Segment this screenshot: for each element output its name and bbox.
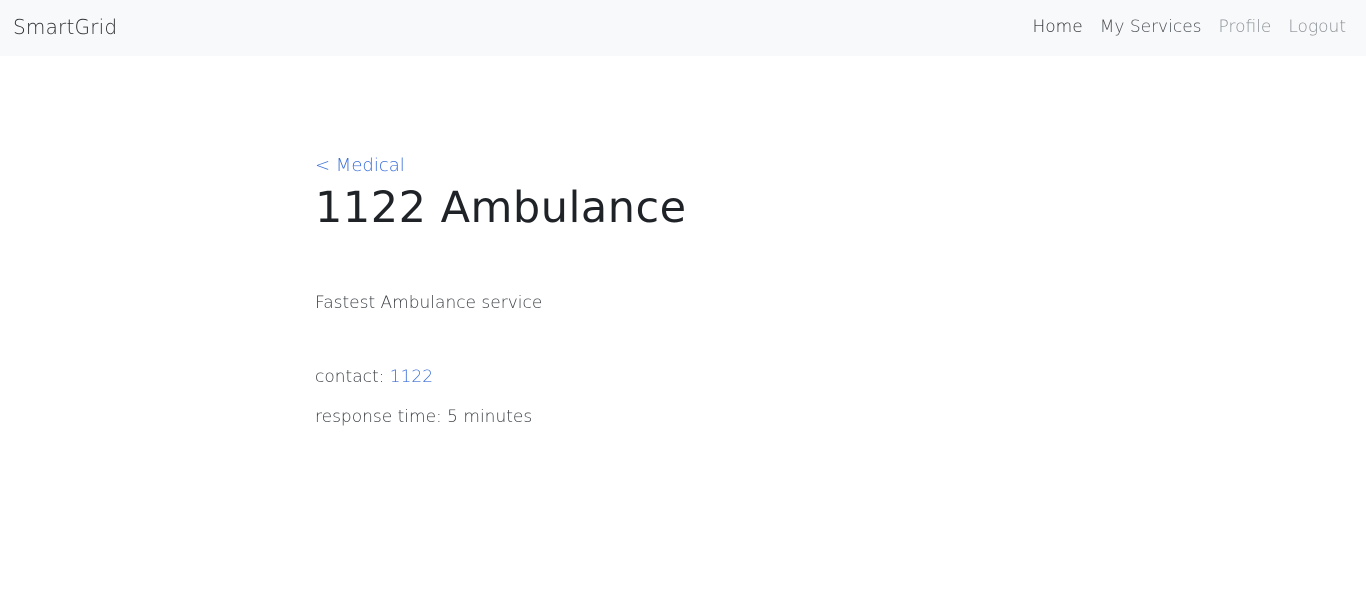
nav-link-logout[interactable]: Logout [1288,17,1346,37]
nav-link-my-services[interactable]: My Services [1099,17,1202,37]
response-time-row: response time: 5 minutes [315,406,1075,428]
service-description: Fastest Ambulance service [315,293,543,313]
response-time-value: 5 minutes [447,407,533,427]
nav-links: Home My Services Profile Logout [1032,16,1346,38]
service-detail: < Medical 1122 Ambulance Fastest Ambulan… [315,154,1075,428]
contact-number-link[interactable]: 1122 [389,367,434,387]
response-time-label: response time: [315,407,442,427]
brand-logo-link[interactable]: SmartGrid [13,15,118,39]
nav-link-home[interactable]: Home [1032,17,1083,37]
service-title: 1122 Ambulance [315,183,687,233]
back-to-category-link[interactable]: < Medical [315,155,405,176]
top-navbar: SmartGrid Home My Services Profile Logou… [0,0,1366,56]
contact-row: contact: 1122 [315,366,1075,388]
contact-label: contact: [315,367,385,387]
nav-link-profile[interactable]: Profile [1218,17,1272,37]
